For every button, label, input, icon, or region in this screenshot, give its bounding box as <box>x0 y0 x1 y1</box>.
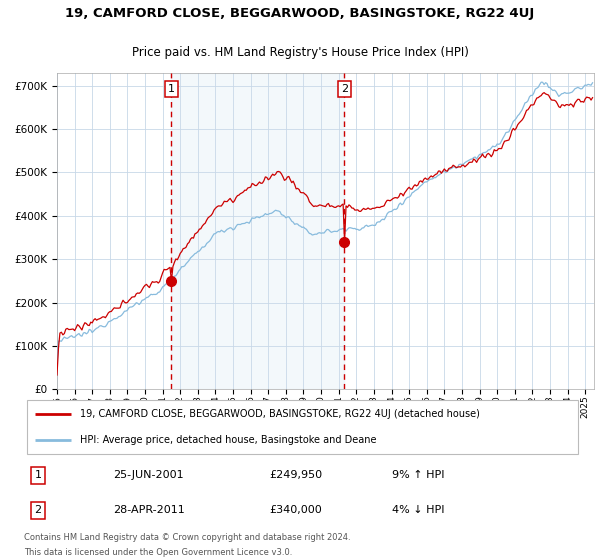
Text: 28-APR-2011: 28-APR-2011 <box>113 505 185 515</box>
Text: Price paid vs. HM Land Registry's House Price Index (HPI): Price paid vs. HM Land Registry's House … <box>131 46 469 59</box>
Text: 2: 2 <box>34 505 41 515</box>
Text: Contains HM Land Registry data © Crown copyright and database right 2024.: Contains HM Land Registry data © Crown c… <box>24 533 350 542</box>
Text: £249,950: £249,950 <box>269 470 323 480</box>
Text: This data is licensed under the Open Government Licence v3.0.: This data is licensed under the Open Gov… <box>24 548 292 557</box>
Text: 4% ↓ HPI: 4% ↓ HPI <box>392 505 445 515</box>
FancyBboxPatch shape <box>27 400 578 454</box>
Text: 1: 1 <box>167 84 175 94</box>
Text: 25-JUN-2001: 25-JUN-2001 <box>113 470 184 480</box>
Text: 19, CAMFORD CLOSE, BEGGARWOOD, BASINGSTOKE, RG22 4UJ: 19, CAMFORD CLOSE, BEGGARWOOD, BASINGSTO… <box>65 7 535 21</box>
Text: 19, CAMFORD CLOSE, BEGGARWOOD, BASINGSTOKE, RG22 4UJ (detached house): 19, CAMFORD CLOSE, BEGGARWOOD, BASINGSTO… <box>80 409 479 419</box>
Text: £340,000: £340,000 <box>269 505 322 515</box>
Text: HPI: Average price, detached house, Basingstoke and Deane: HPI: Average price, detached house, Basi… <box>80 435 376 445</box>
Text: 9% ↑ HPI: 9% ↑ HPI <box>392 470 445 480</box>
Text: 2: 2 <box>341 84 348 94</box>
Text: 1: 1 <box>34 470 41 480</box>
Bar <box>171 73 344 389</box>
